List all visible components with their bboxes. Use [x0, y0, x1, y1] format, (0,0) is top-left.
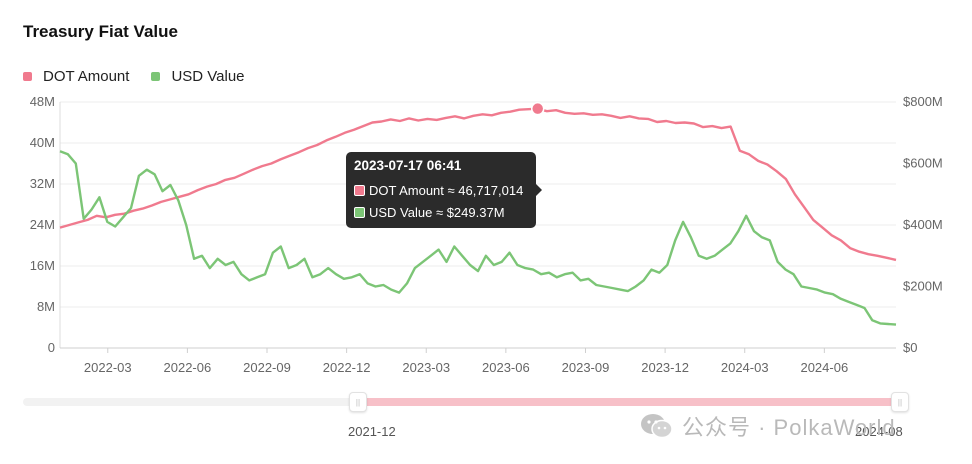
x-tick-label: 2023-03: [402, 360, 450, 375]
tooltip-row-usd: USD Value ≈ $249.37M: [354, 201, 528, 223]
y-left-tick-label: 24M: [30, 217, 55, 232]
tooltip-row-dot: DOT Amount ≈ 46,717,014: [354, 179, 528, 201]
chart-tooltip: 2023-07-17 06:41 DOT Amount ≈ 46,717,014…: [346, 152, 542, 228]
y-right-tick-label: $600M: [903, 156, 943, 171]
x-tick-label: 2022-03: [84, 360, 132, 375]
watermark-text: 公众号 · PolkaWorld: [682, 415, 896, 440]
y-right-tick-label: $400M: [903, 217, 943, 232]
legend-swatch-usd-value: [151, 72, 161, 81]
x-tick-label: 2022-12: [323, 360, 371, 375]
x-tick-label: 2022-09: [243, 360, 291, 375]
range-slider[interactable]: || ||: [23, 392, 909, 412]
x-tick-label: 2022-06: [164, 360, 212, 375]
y-left-tick-label: 40M: [30, 135, 55, 150]
range-slider-selection[interactable]: [358, 398, 903, 406]
y-right-tick-label: $200M: [903, 279, 943, 294]
series-line-usd-value: [59, 150, 897, 326]
chart-plot-area[interactable]: 0 8M 16M 24M 32M 40M 48M $0 $200M $400M $600M $800M…: [0, 0, 972, 400]
watermark: 公众号 · PolkaWorld: [640, 410, 896, 442]
chart-title: Treasury Fiat Value: [23, 22, 178, 41]
x-tick-label: 2023-06: [482, 360, 530, 375]
legend-swatch-dot-amount: [23, 72, 32, 81]
series-line-dot-amount: [59, 107, 897, 262]
wechat-icon: [641, 414, 673, 439]
y-right-tick-label: $0: [903, 340, 917, 355]
legend: DOT Amount USD Value: [23, 68, 267, 85]
range-start-label: 2021-12: [348, 424, 396, 439]
x-tick-label: 2024-06: [800, 360, 848, 375]
tooltip-usd-value: USD Value ≈ $249.37M: [369, 204, 505, 220]
legend-item-dot-amount[interactable]: DOT Amount: [23, 68, 129, 85]
x-tick-label: 2023-12: [641, 360, 689, 375]
y-left-tick-label: 48M: [30, 94, 55, 109]
legend-label-dot-amount: DOT Amount: [43, 68, 130, 85]
y-left-tick-label: 32M: [30, 176, 55, 191]
tooltip-swatch-dot: [354, 184, 365, 196]
range-slider-end-handle[interactable]: ||: [891, 392, 909, 412]
range-slider-start-handle[interactable]: ||: [349, 392, 367, 412]
x-tick-label: 2024-03: [721, 360, 769, 375]
legend-label-usd-value: USD Value: [171, 68, 245, 85]
legend-item-usd-value[interactable]: USD Value: [151, 68, 245, 85]
x-tick-label: 2023-09: [562, 360, 610, 375]
y-right-tick-label: $800M: [903, 94, 943, 109]
range-end-label: 2024-08: [855, 424, 903, 439]
y-left-tick-label: 16M: [30, 258, 55, 273]
tooltip-dot-value: DOT Amount ≈ 46,717,014: [369, 182, 524, 198]
highlight-point: [530, 101, 545, 116]
tooltip-time: 2023-07-17 06:41: [354, 158, 462, 173]
y-left-tick-label: 0: [48, 340, 55, 355]
tooltip-swatch-usd: [354, 206, 365, 218]
y-left-tick-label: 8M: [37, 299, 55, 314]
